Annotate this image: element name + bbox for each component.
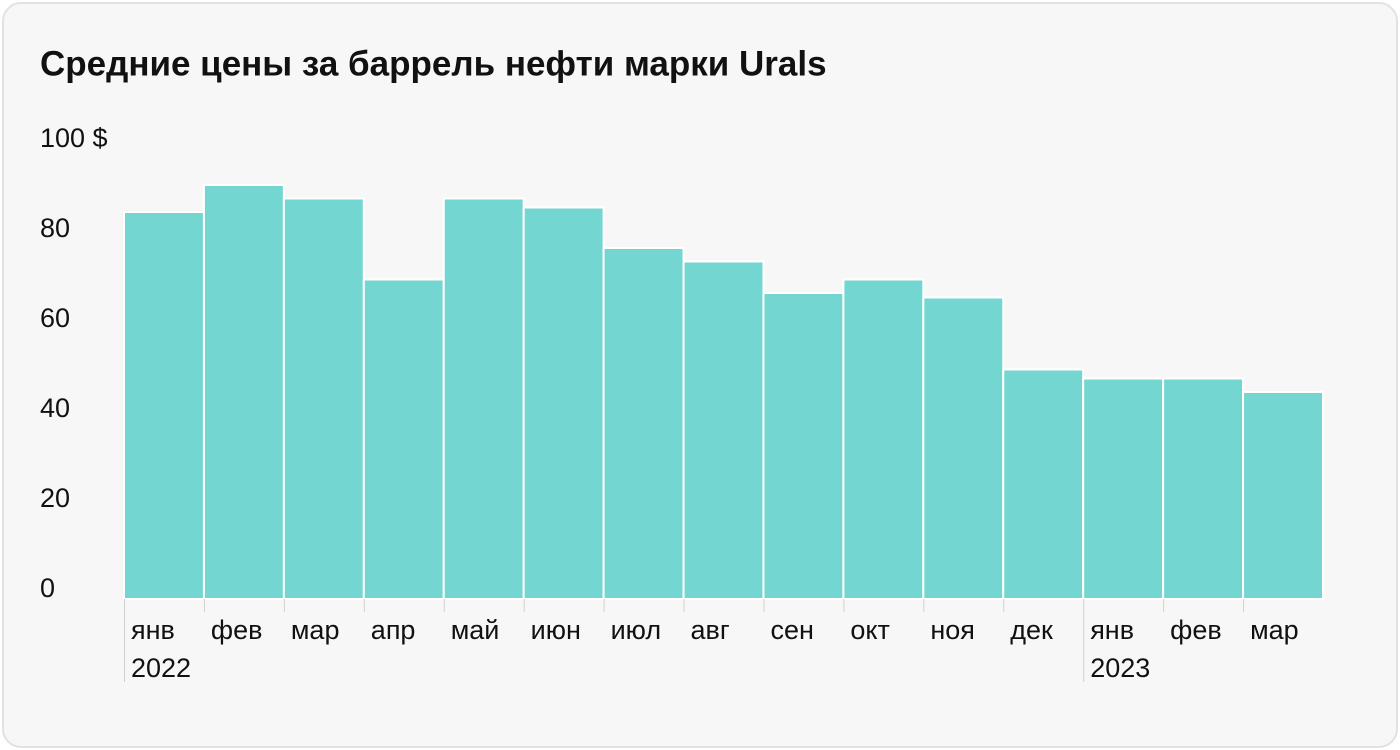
bar bbox=[762, 292, 845, 600]
x-tick-label: май bbox=[451, 615, 500, 645]
bar bbox=[1082, 377, 1165, 600]
x-tick-label: янв bbox=[131, 615, 175, 645]
bar bbox=[123, 211, 205, 600]
bar bbox=[602, 247, 685, 600]
x-tick-label: апр bbox=[371, 615, 416, 645]
bar bbox=[442, 197, 525, 600]
y-tick-label: 80 bbox=[40, 213, 70, 243]
x-group-label: 2023 bbox=[1090, 653, 1150, 683]
bar bbox=[922, 296, 1005, 600]
x-group-label: 2022 bbox=[131, 653, 191, 683]
chart-title: Средние цены за баррель нефти марки Ural… bbox=[40, 44, 827, 83]
x-tick-label: окт bbox=[850, 615, 890, 645]
x-tick-label: дек bbox=[1010, 615, 1053, 645]
bar bbox=[682, 260, 765, 600]
x-tick-label: июл bbox=[611, 615, 662, 645]
x-tick-label: сен bbox=[770, 615, 813, 645]
x-tick-label: фев bbox=[1170, 615, 1222, 645]
x-tick-label: ноя bbox=[930, 615, 975, 645]
y-tick-label: 20 bbox=[40, 483, 70, 513]
bar bbox=[282, 197, 365, 600]
y-tick-label: 60 bbox=[40, 303, 70, 333]
bar bbox=[362, 278, 445, 600]
x-tick-label: янв bbox=[1090, 615, 1134, 645]
y-tick-label: 0 bbox=[40, 573, 55, 603]
y-tick-label: 40 bbox=[40, 393, 70, 423]
x-tick-label: июн bbox=[531, 615, 581, 645]
y-tick-label: 100 $ bbox=[40, 123, 108, 153]
bar bbox=[522, 206, 605, 600]
bar bbox=[842, 278, 925, 600]
bar bbox=[1242, 391, 1324, 600]
bar bbox=[1002, 368, 1085, 600]
bar bbox=[1162, 377, 1245, 600]
x-tick-label: авг bbox=[691, 615, 730, 645]
x-tick-label: мар bbox=[1250, 615, 1299, 645]
x-tick-label: мар bbox=[291, 615, 340, 645]
bar bbox=[202, 184, 285, 600]
x-tick-label: фев bbox=[211, 615, 263, 645]
